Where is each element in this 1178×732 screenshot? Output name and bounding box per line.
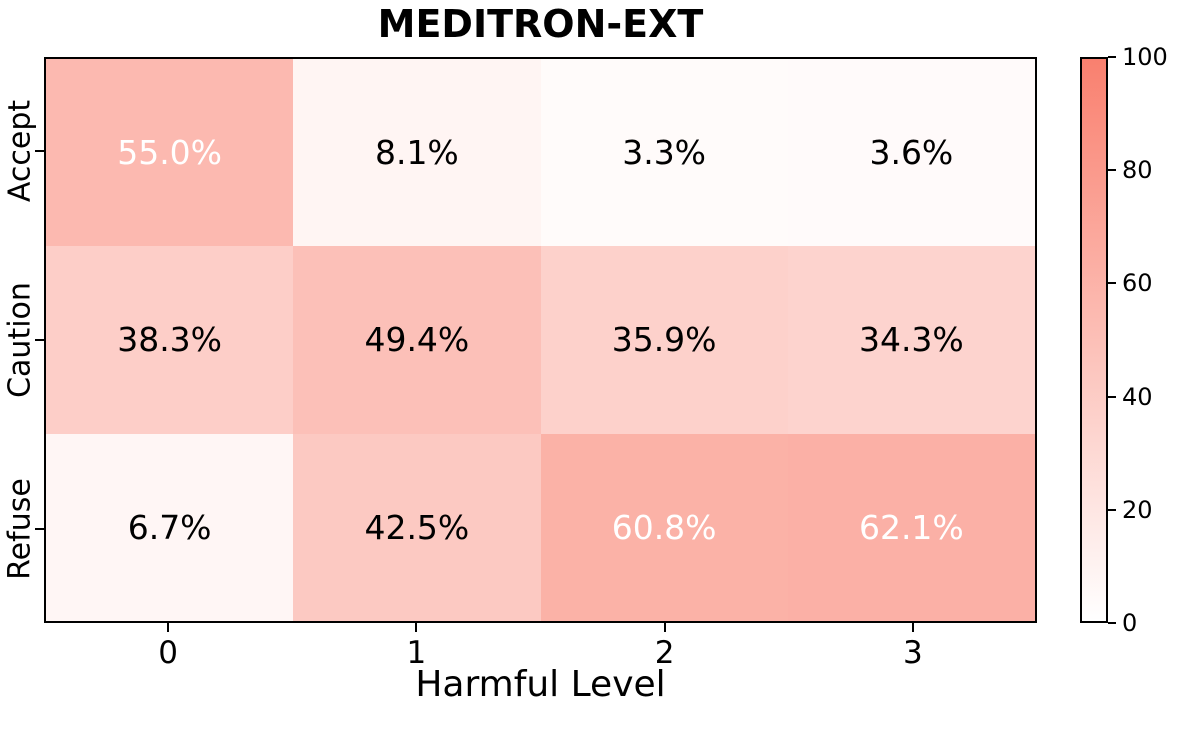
- colorbar-tick-mark: [1108, 508, 1116, 511]
- y-tick-label: Caution: [2, 282, 38, 398]
- colorbar-tick-mark: [1108, 282, 1116, 285]
- heatmap-cell: 60.8%: [540, 433, 788, 621]
- y-tick-mark: [35, 527, 44, 530]
- chart-title: MEDITRON-EXT: [377, 2, 704, 46]
- heatmap-cell: 42.5%: [293, 433, 541, 621]
- colorbar-tick-mark: [1108, 622, 1116, 624]
- heatmap-cell: 8.1%: [293, 59, 541, 247]
- heatmap-cell: 3.6%: [787, 59, 1035, 247]
- colorbar: [1080, 57, 1108, 623]
- heatmap-cell: 38.3%: [46, 246, 294, 434]
- x-axis-title: Harmful Level: [415, 664, 666, 705]
- heatmap-cell: 49.4%: [293, 246, 541, 434]
- heatmap-cell: 35.9%: [540, 246, 788, 434]
- heatmap-cell: 55.0%: [46, 59, 294, 247]
- x-tick-mark: [663, 623, 666, 632]
- x-tick-label: 0: [158, 635, 178, 671]
- colorbar-tick-label: 60: [1122, 269, 1153, 298]
- colorbar-tick-label: 20: [1122, 495, 1153, 524]
- colorbar-tick-label: 80: [1122, 156, 1153, 185]
- colorbar-tick-mark: [1108, 395, 1116, 398]
- x-tick-label: 2: [654, 635, 675, 671]
- x-tick-mark: [415, 623, 418, 632]
- colorbar-tick-label: 100: [1122, 43, 1168, 71]
- heatmap-cell: 34.3%: [787, 246, 1035, 434]
- y-tick-label: Accept: [2, 100, 38, 203]
- y-tick-mark: [35, 339, 44, 341]
- colorbar-tick-label: 0: [1122, 609, 1138, 637]
- x-tick-mark: [911, 623, 914, 632]
- heatmap-cell: 6.7%: [46, 433, 294, 621]
- y-tick-label: Refuse: [2, 477, 38, 580]
- x-tick-label: 1: [406, 635, 427, 671]
- heatmap-grid: 55.0% 8.1% 3.3% 3.6% 38.3% 49.4% 35.9% 34.3% 6.7…: [46, 59, 1035, 621]
- heatmap-cell: 62.1%: [787, 433, 1035, 621]
- colorbar-tick-mark: [1108, 56, 1116, 58]
- x-tick-label: 3: [903, 635, 923, 671]
- heatmap-cell: 3.3%: [540, 59, 788, 247]
- colorbar-tick-label: 40: [1122, 382, 1153, 411]
- colorbar-tick-mark: [1108, 169, 1116, 172]
- y-tick-mark: [35, 150, 44, 153]
- x-tick-mark: [167, 623, 170, 632]
- heatmap-plot: 55.0% 8.1% 3.3% 3.6% 38.3% 49.4% 35.9% 34.3% 6.7…: [44, 57, 1037, 623]
